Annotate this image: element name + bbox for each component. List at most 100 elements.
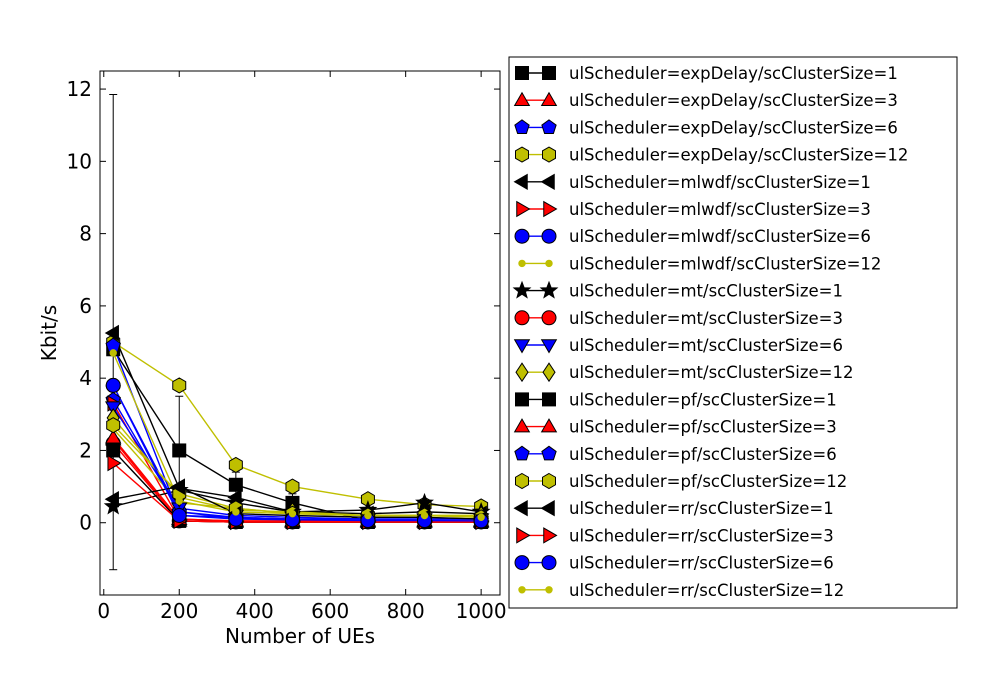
legend-marker <box>545 259 553 268</box>
legend-marker <box>541 228 557 244</box>
legend-entry: ulScheduler=pf/scClusterSize=3 <box>513 418 837 437</box>
legend-label: ulScheduler=mt/scClusterSize=1 <box>569 282 843 301</box>
legend-label: ulScheduler=pf/scClusterSize=6 <box>569 445 837 464</box>
legend-label: ulScheduler=pf/scClusterSize=3 <box>569 418 837 437</box>
legend-marker <box>543 527 558 544</box>
legend-entry: ulScheduler=mt/scClusterSize=1 <box>512 280 843 301</box>
legend-entry: ulScheduler=mlwdf/scClusterSize=1 <box>513 173 871 192</box>
legend-marker <box>514 119 530 134</box>
legend-entry: ulScheduler=pf/scClusterSize=1 <box>515 390 837 409</box>
legend-marker <box>540 91 558 106</box>
legend-entry: ulScheduler=mt/scClusterSize=12 <box>515 362 854 383</box>
legend-marker <box>512 280 532 299</box>
x-axis-label: Number of UEs <box>225 624 375 648</box>
legend-label: ulScheduler=pf/scClusterSize=12 <box>569 472 847 491</box>
y-axis-label: Kbit/s <box>37 305 61 361</box>
legend-entry: ulScheduler=expDelay/scClusterSize=1 <box>515 64 898 83</box>
legend-marker <box>513 499 528 517</box>
legend-entry: ulScheduler=mlwdf/scClusterSize=3 <box>516 200 871 219</box>
legend-label: ulScheduler=mlwdf/scClusterSize=6 <box>569 227 871 246</box>
data-point-s17-1 <box>104 491 119 508</box>
legend-marker <box>515 66 529 80</box>
legend-label: ulScheduler=rr/scClusterSize=12 <box>569 581 844 600</box>
legend-marker <box>513 418 531 433</box>
y-tick-label: 12 <box>67 77 92 101</box>
legend-label: ulScheduler=mt/scClusterSize=3 <box>569 309 843 328</box>
legend-entry: ulScheduler=mt/scClusterSize=3 <box>514 309 843 328</box>
x-tick-label: 400 <box>236 599 274 623</box>
data-point-s20-5 <box>364 511 372 520</box>
data-point-s1-3 <box>228 477 243 492</box>
legend-entry: ulScheduler=mlwdf/scClusterSize=6 <box>514 227 871 246</box>
legend-marker <box>541 445 557 461</box>
x-tick-label: 200 <box>160 599 198 623</box>
legend-marker <box>542 392 556 407</box>
legend-entry: ulScheduler=rr/scClusterSize=1 <box>513 499 834 518</box>
legend-label: ulScheduler=mt/scClusterSize=12 <box>569 363 854 382</box>
data-point-s20-6 <box>420 511 429 520</box>
legend-marker <box>542 66 556 80</box>
legend-marker <box>542 472 556 490</box>
x-tick-label: 800 <box>387 599 425 623</box>
x-tick-label: 0 <box>97 599 110 623</box>
data-point-s20-2 <box>175 497 183 505</box>
x-tick-label: 1000 <box>456 599 507 623</box>
legend-label: ulScheduler=expDelay/scClusterSize=3 <box>569 91 898 110</box>
y-tick-label: 2 <box>79 438 92 462</box>
legend-marker <box>515 392 529 407</box>
legend-label: ulScheduler=rr/scClusterSize=1 <box>569 499 834 518</box>
data-point-s16-1 <box>106 417 121 434</box>
legend-entry: ulScheduler=expDelay/scClusterSize=3 <box>513 91 898 110</box>
legend-marker <box>518 259 526 268</box>
legend-marker <box>541 310 557 326</box>
data-point-s20-1 <box>109 349 117 357</box>
legend-entry: ulScheduler=pf/scClusterSize=6 <box>514 445 837 464</box>
legend-marker <box>516 200 531 218</box>
legend-entry: ulScheduler=rr/scClusterSize=6 <box>514 554 834 573</box>
legend-label: ulScheduler=mlwdf/scClusterSize=1 <box>569 173 871 192</box>
y-tick-label: 8 <box>79 222 92 246</box>
data-point-s1-2 <box>172 443 187 458</box>
legend-marker <box>545 586 553 594</box>
legend-marker <box>515 472 529 490</box>
legend-marker <box>514 310 530 326</box>
legend-entry: ulScheduler=rr/scClusterSize=3 <box>516 526 834 545</box>
data-point-s20-4 <box>288 509 297 518</box>
data-point-s13-1 <box>106 443 121 458</box>
legend-marker <box>542 362 556 383</box>
legend-entry: ulScheduler=expDelay/scClusterSize=6 <box>514 118 898 137</box>
data-point-s20-3 <box>232 508 240 516</box>
legend-entry: ulScheduler=rr/scClusterSize=12 <box>518 581 844 600</box>
data-point-s9-1 <box>103 496 123 515</box>
axes-frame <box>99 70 501 596</box>
legend-box <box>508 56 958 609</box>
legend: ulScheduler=expDelay/scClusterSize=1 ulSc… <box>508 56 958 609</box>
y-tick-label: 6 <box>79 294 92 318</box>
legend-label: ulScheduler=pf/scClusterSize=1 <box>569 390 837 409</box>
legend-marker <box>543 200 558 218</box>
data-point-s4-3 <box>228 456 243 473</box>
legend-label: ulScheduler=rr/scClusterSize=6 <box>569 554 834 573</box>
legend-marker <box>513 339 531 354</box>
legend-marker <box>539 280 559 299</box>
legend-marker <box>514 228 530 244</box>
legend-marker <box>513 91 531 106</box>
legend-label: ulScheduler=mt/scClusterSize=6 <box>569 336 843 355</box>
legend-entry: ulScheduler=expDelay/scClusterSize=12 <box>515 146 908 165</box>
legend-label: ulScheduler=mlwdf/scClusterSize=3 <box>569 200 871 219</box>
legend-marker <box>540 339 558 354</box>
data-point-s14-1 <box>104 429 122 444</box>
legend-marker <box>515 362 529 383</box>
axes: 0 200 400 600 800 1000 0 2 4 6 8 10 12 <box>67 70 507 623</box>
legend-marker <box>540 499 555 517</box>
legend-marker <box>516 527 531 544</box>
legend-marker <box>513 173 528 191</box>
data-point-s18-1 <box>107 454 122 472</box>
legend-marker <box>541 119 557 134</box>
y-tick-label: 0 <box>79 511 92 535</box>
legend-entry: ulScheduler=mt/scClusterSize=6 <box>513 336 843 355</box>
legend-marker <box>515 146 529 163</box>
legend-label: ulScheduler=rr/scClusterSize=3 <box>569 526 834 545</box>
legend-label: ulScheduler=expDelay/scClusterSize=1 <box>569 64 898 83</box>
